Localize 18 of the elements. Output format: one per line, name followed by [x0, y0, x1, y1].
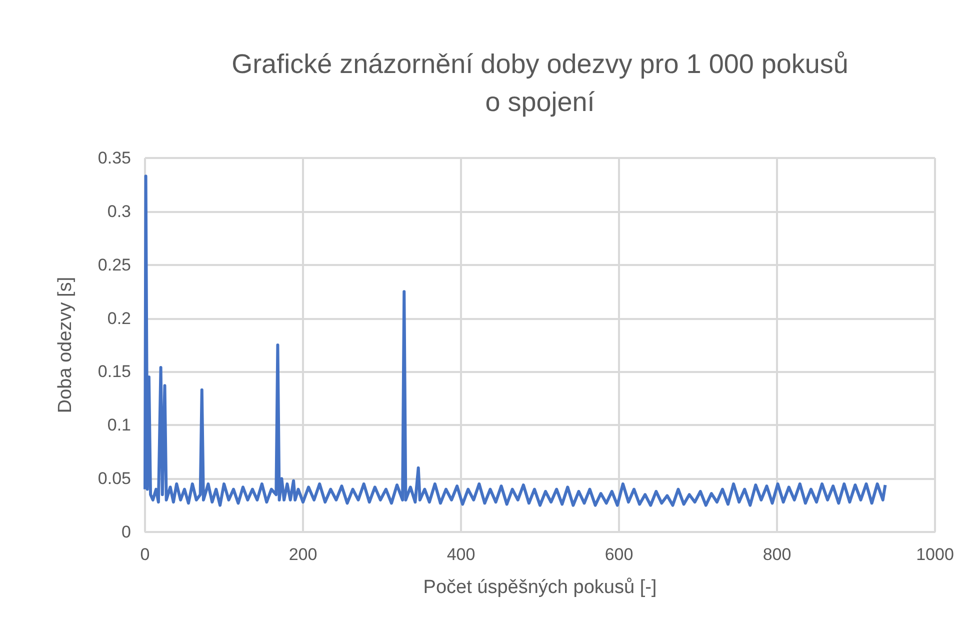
y-tick-label: 0.05 — [98, 469, 131, 488]
x-tick-label: 800 — [762, 545, 792, 564]
y-tick-label: 0.25 — [98, 255, 131, 274]
x-tick-label: 600 — [604, 545, 634, 564]
x-tick-label: 400 — [446, 545, 476, 564]
y-tick-label: 0.2 — [107, 308, 131, 328]
x-tick-label: 200 — [288, 545, 318, 564]
line-series — [144, 174, 887, 507]
y-tick-label: 0.3 — [107, 202, 131, 221]
x-tick-label: 0 — [140, 545, 150, 564]
y-tick-label: 0 — [122, 522, 131, 542]
y-tick-label: 0.15 — [98, 362, 131, 382]
y-tick-label: 0.35 — [98, 148, 131, 168]
y-tick-label: 0.1 — [107, 416, 131, 435]
chart-title: Grafické znázornění doby odezvy pro 1 000 pokusů o spojení — [232, 49, 848, 117]
x-tick-label: 1000 — [916, 545, 954, 564]
y-axis-title: Doba odezvy [s] — [55, 276, 76, 414]
x-axis-title: Počet úspěšných pokusů [-] — [423, 577, 657, 598]
